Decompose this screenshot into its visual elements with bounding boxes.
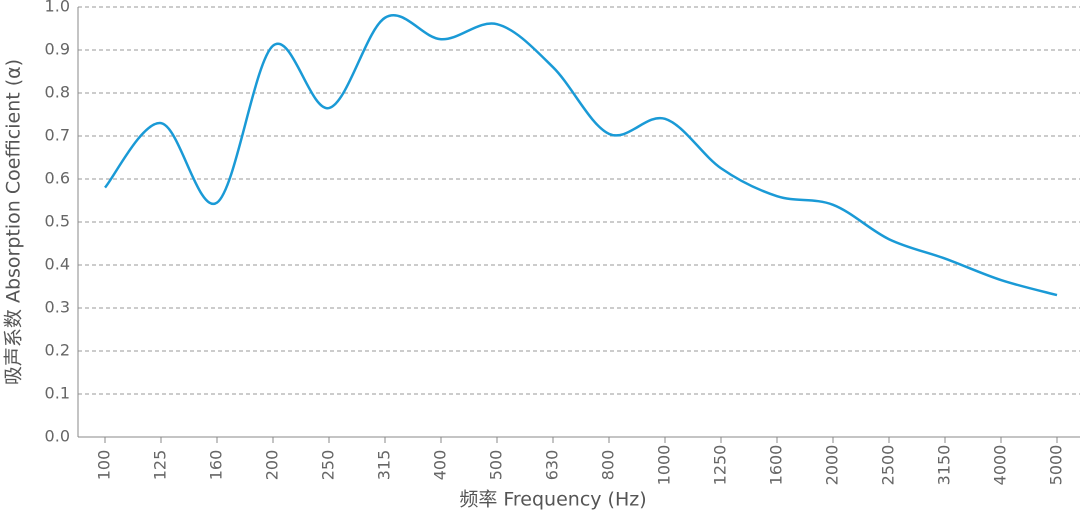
- x-tick-label: 400: [431, 450, 450, 481]
- x-tick-label: 315: [375, 450, 394, 481]
- y-tick-label: 0.9: [45, 40, 70, 59]
- x-tick-label: 100: [95, 450, 114, 481]
- y-tick-label: 0.3: [45, 298, 70, 317]
- x-tick-label: 250: [319, 450, 338, 481]
- x-tick-label: 125: [151, 450, 170, 481]
- x-tick-label: 500: [487, 450, 506, 481]
- x-axis-title: 频率 Frequency (Hz): [459, 489, 646, 511]
- y-tick-label: 0.5: [45, 212, 70, 231]
- data-line: [104, 14, 1058, 297]
- x-tick-label: 1000: [655, 445, 674, 486]
- y-tick-label: 0.1: [45, 384, 70, 403]
- x-tick-label: 160: [207, 450, 226, 481]
- x-tick-label: 1250: [711, 445, 730, 486]
- y-tick-label: 0.7: [45, 126, 70, 145]
- x-tick-label: 4000: [991, 445, 1010, 486]
- y-tick-label: 0.4: [45, 255, 70, 274]
- x-tick-label: 3150: [935, 445, 954, 486]
- y-tick-label: 0.0: [45, 427, 70, 446]
- y-tick-label: 0.6: [45, 169, 70, 188]
- x-tick-label: 630: [543, 450, 562, 481]
- x-tick-label: 200: [263, 450, 282, 481]
- x-tick-label: 2500: [879, 445, 898, 486]
- y-tick-label: 0.8: [45, 83, 70, 102]
- x-tick-label: 2000: [823, 445, 842, 486]
- x-tick-label: 5000: [1047, 445, 1066, 486]
- x-tick-label: 800: [599, 450, 618, 481]
- y-axis-title: 吸声系数 Absorption Coefficient (α): [3, 59, 25, 385]
- y-tick-label: 0.2: [45, 341, 70, 360]
- y-tick-label: 1.0: [45, 0, 70, 16]
- x-tick-label: 1600: [767, 445, 786, 486]
